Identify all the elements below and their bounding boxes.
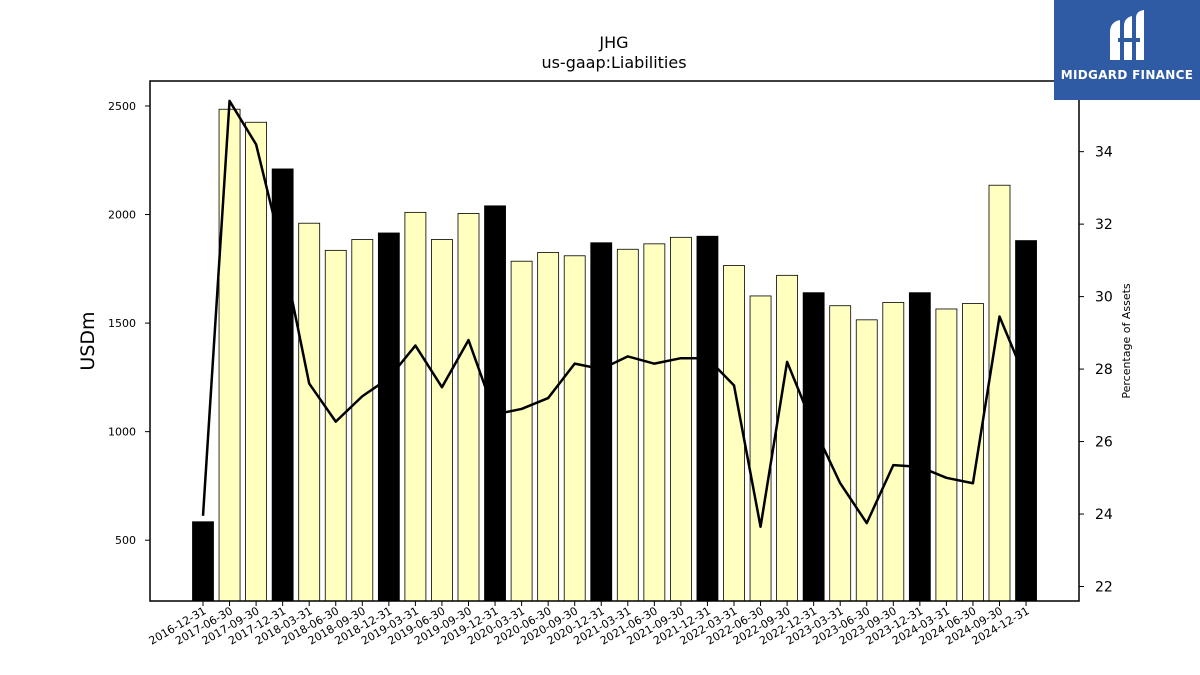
bar [749, 295, 772, 602]
y2-tick-label: 24 [1095, 507, 1113, 523]
y-tick-label: 2000 [108, 209, 136, 222]
chart-subtitle: us-gaap:Liabilities [541, 53, 686, 72]
bar-series [192, 108, 1037, 602]
bar [776, 274, 798, 602]
y2-tick-label: 34 [1095, 145, 1113, 161]
bar [1015, 240, 1037, 602]
bar [935, 308, 958, 602]
bar [962, 303, 984, 602]
bar [537, 252, 560, 602]
pct-assets-line [201, 99, 1028, 528]
midgard-logo-icon [1110, 10, 1144, 60]
y-tick-label: 500 [115, 534, 136, 547]
bar [351, 239, 374, 602]
y-axis-label: USDm [77, 311, 99, 370]
y-tick-label: 2500 [108, 100, 136, 113]
bar [696, 235, 719, 602]
bar [457, 213, 480, 602]
bar [616, 248, 639, 602]
bar [882, 302, 905, 602]
bar [298, 222, 321, 602]
bar [723, 265, 745, 602]
bar [324, 249, 347, 602]
logo-text: MIDGARD FINANCE [1060, 68, 1194, 82]
bar [245, 121, 268, 602]
bar [218, 108, 241, 602]
y2-tick-label: 26 [1095, 435, 1113, 451]
y2-tick-label: 28 [1095, 362, 1113, 378]
y2-tick-label: 30 [1095, 290, 1113, 306]
bar [908, 292, 931, 602]
y-tick-label: 1500 [108, 317, 136, 330]
y-tick-label: 1000 [108, 426, 136, 439]
bar [829, 305, 852, 602]
bar [484, 205, 506, 602]
bar [271, 168, 294, 602]
line-series [201, 99, 1028, 528]
bar [431, 239, 453, 602]
y2-axis-label: Percentage of Assets [1120, 283, 1133, 399]
brand-logo: MIDGARD FINANCE [1054, 0, 1200, 100]
bar [802, 292, 825, 602]
y2-tick-label: 22 [1095, 580, 1113, 596]
bar [563, 255, 586, 602]
bar [192, 521, 214, 602]
chart-title: JHG [598, 33, 628, 52]
bar [404, 211, 427, 602]
y2-tick-label: 32 [1095, 217, 1113, 233]
bar [855, 319, 878, 602]
bar [670, 236, 692, 602]
bar [643, 243, 666, 602]
bar [988, 184, 1011, 602]
bar [377, 232, 400, 602]
bar [510, 260, 533, 602]
plot-frame [149, 80, 1080, 602]
bar [590, 242, 613, 602]
